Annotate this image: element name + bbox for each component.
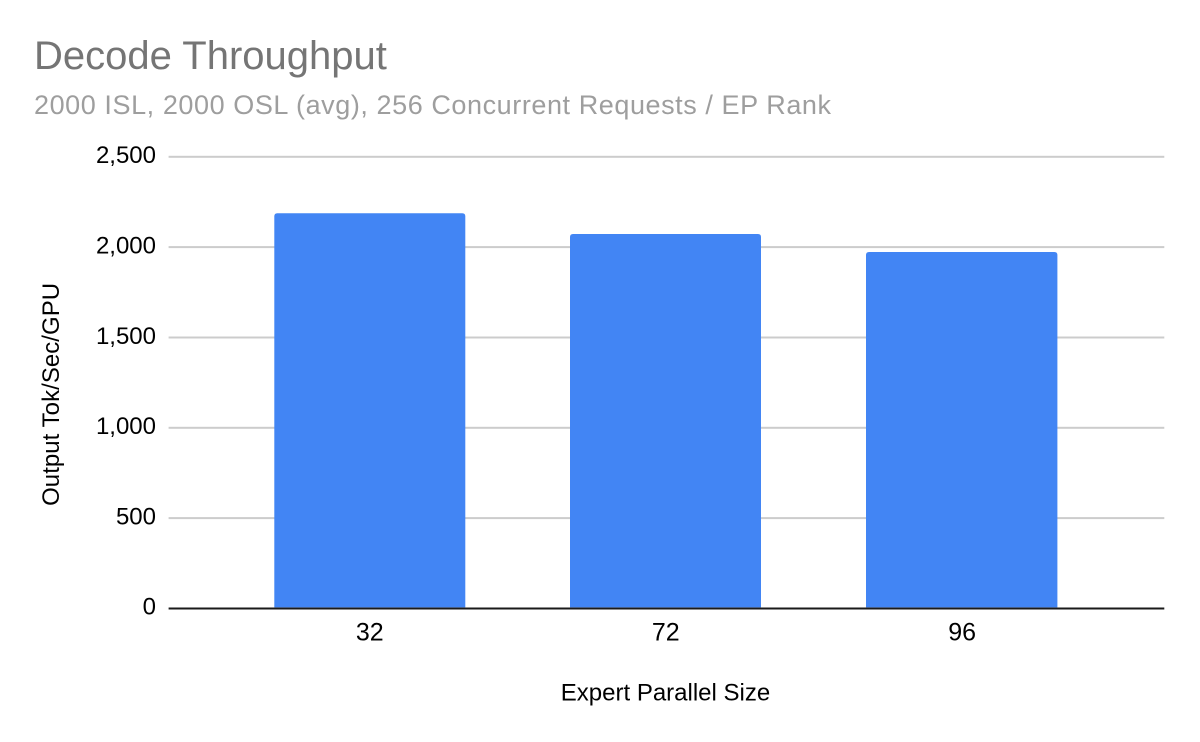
svg-text:0: 0 bbox=[143, 594, 156, 621]
svg-text:72: 72 bbox=[652, 618, 680, 646]
svg-text:2000 ISL, 2000 OSL (avg), 256: 2000 ISL, 2000 OSL (avg), 256 Concurrent… bbox=[34, 90, 832, 120]
svg-text:Decode Throughput: Decode Throughput bbox=[34, 34, 387, 78]
svg-text:1,500: 1,500 bbox=[96, 323, 156, 350]
svg-text:Expert Parallel Size: Expert Parallel Size bbox=[561, 680, 770, 707]
svg-text:2,000: 2,000 bbox=[96, 232, 156, 259]
svg-text:500: 500 bbox=[116, 503, 156, 530]
svg-text:32: 32 bbox=[356, 618, 384, 646]
svg-text:1,000: 1,000 bbox=[96, 413, 156, 440]
svg-text:96: 96 bbox=[948, 618, 976, 646]
svg-text:Output Tok/Sec/GPU: Output Tok/Sec/GPU bbox=[38, 283, 65, 506]
svg-text:2,500: 2,500 bbox=[96, 142, 156, 169]
